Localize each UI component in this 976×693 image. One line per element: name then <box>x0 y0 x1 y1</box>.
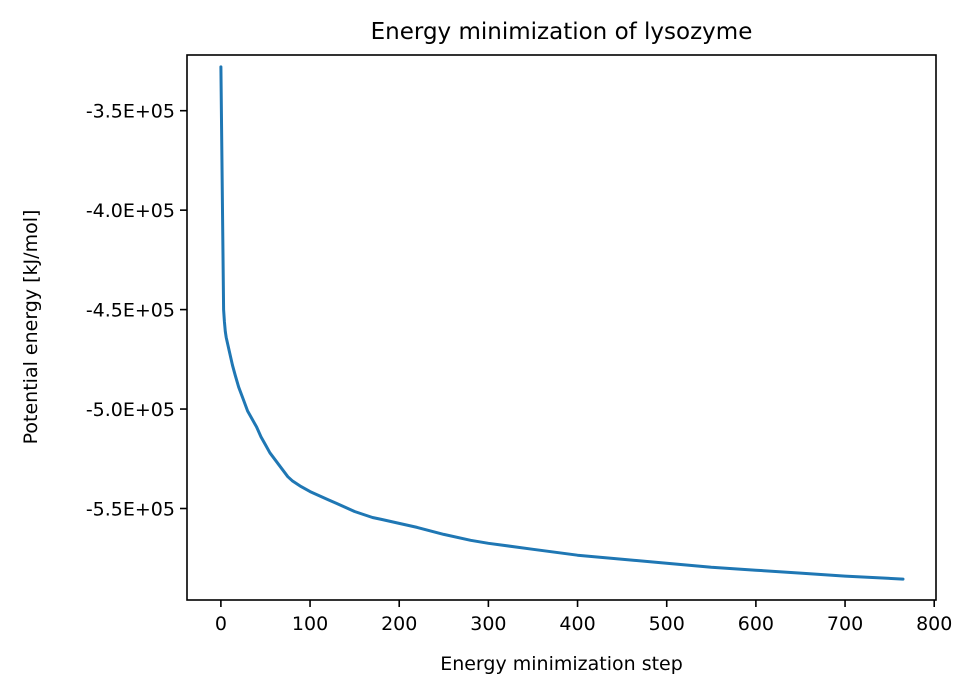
x-tick-label: 0 <box>215 613 227 635</box>
x-tick-label: 500 <box>649 613 685 635</box>
x-axis-label: Energy minimization step <box>440 653 683 675</box>
x-tick-label: 800 <box>916 613 952 635</box>
x-tick-label: 200 <box>381 613 417 635</box>
plot-frame <box>186 54 937 601</box>
x-axis-ticks: 0 100 200 300 400 500 600 700 800 <box>215 600 952 635</box>
y-tick-label: -4.0E+05 <box>86 200 175 222</box>
chart-title: Energy minimization of lysozyme <box>371 19 753 45</box>
x-tick-label: 300 <box>470 613 506 635</box>
y-tick-label: -5.0E+05 <box>86 399 175 421</box>
plot-background <box>187 55 936 600</box>
y-axis-label: Potential energy [kJ/mol] <box>20 210 42 445</box>
x-tick-label: 400 <box>559 613 595 635</box>
y-tick-label: -4.5E+05 <box>86 300 175 322</box>
y-tick-label: -5.5E+05 <box>86 499 175 521</box>
x-tick-label: 600 <box>738 613 774 635</box>
y-tick-label: -3.5E+05 <box>86 101 175 123</box>
series-line <box>219 65 905 581</box>
x-tick-label: 700 <box>827 613 863 635</box>
y-axis-ticks: -3.5E+05 -4.0E+05 -4.5E+05 -5.0E+05 -5.5E+05 <box>86 101 187 521</box>
x-tick-label: 100 <box>292 613 328 635</box>
